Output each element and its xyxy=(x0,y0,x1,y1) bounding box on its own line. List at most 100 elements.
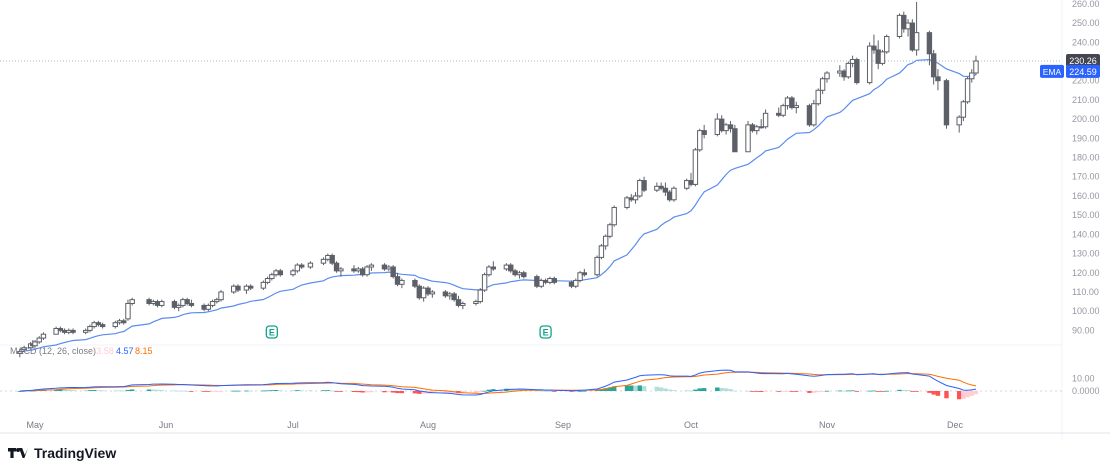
macd-signal-line[interactable] xyxy=(19,371,977,395)
candle-up[interactable] xyxy=(849,59,856,64)
tradingview-branding[interactable]: TradingView xyxy=(8,443,116,463)
candle-up[interactable] xyxy=(762,112,769,128)
candle-up[interactable] xyxy=(632,195,639,201)
candle-up[interactable] xyxy=(973,60,979,74)
candle-up[interactable] xyxy=(307,262,314,268)
candle-up[interactable] xyxy=(884,35,890,53)
candle-down[interactable] xyxy=(641,180,647,191)
candle-down[interactable] xyxy=(95,322,102,326)
candle-up[interactable] xyxy=(129,299,135,305)
candle-up[interactable] xyxy=(866,45,873,84)
candle-up[interactable] xyxy=(754,126,760,132)
candle-down[interactable] xyxy=(121,320,127,324)
candle-up[interactable] xyxy=(386,266,392,270)
candle-up[interactable] xyxy=(218,291,224,301)
candle-down[interactable] xyxy=(412,279,418,287)
candle-down[interactable] xyxy=(299,264,305,268)
candle-down[interactable] xyxy=(329,254,335,264)
candle-down[interactable] xyxy=(666,191,673,201)
candle-up[interactable] xyxy=(607,224,613,237)
candle-up[interactable] xyxy=(214,299,220,303)
candle-up[interactable] xyxy=(486,266,492,276)
candle-up[interactable] xyxy=(879,51,886,64)
candle-up[interactable] xyxy=(780,105,786,116)
candle-down[interactable] xyxy=(235,285,241,291)
candle-up[interactable] xyxy=(260,281,267,289)
candle-up[interactable] xyxy=(758,126,764,129)
candle-down[interactable] xyxy=(943,80,950,126)
earnings-icon[interactable]: E xyxy=(539,325,552,339)
candle-down[interactable] xyxy=(184,299,190,305)
candle-up[interactable] xyxy=(399,279,405,285)
ema-line[interactable] xyxy=(19,58,977,353)
candle-down[interactable] xyxy=(512,270,518,276)
candle-up[interactable] xyxy=(793,105,799,109)
candle-up[interactable] xyxy=(624,197,630,208)
candle-up[interactable] xyxy=(269,274,275,280)
candle-down[interactable] xyxy=(534,276,540,287)
candle-down[interactable] xyxy=(926,32,933,55)
candle-down[interactable] xyxy=(719,118,725,132)
candle-down[interactable] xyxy=(425,287,431,295)
candle-up[interactable] xyxy=(714,118,721,135)
candle-down[interactable] xyxy=(871,45,877,51)
candle-down[interactable] xyxy=(930,53,937,78)
candle-down[interactable] xyxy=(455,299,462,306)
last-price-tag[interactable]: 230.26 xyxy=(1066,53,1100,67)
candle-up[interactable] xyxy=(819,78,826,91)
candle-up[interactable] xyxy=(40,333,47,339)
candle-up[interactable] xyxy=(32,341,38,347)
candle-up[interactable] xyxy=(905,22,911,30)
candle-down[interactable] xyxy=(359,268,366,276)
ema-tag[interactable]: EMA 224.59 xyxy=(1040,64,1100,78)
candle-up[interactable] xyxy=(671,187,677,201)
candle-down[interactable] xyxy=(442,291,449,297)
candle-up[interactable] xyxy=(338,268,344,272)
candle-up[interactable] xyxy=(697,130,703,151)
candle-down[interactable] xyxy=(935,76,941,82)
candle-up[interactable] xyxy=(896,14,903,37)
candle-down[interactable] xyxy=(508,264,514,272)
candle-down[interactable] xyxy=(542,279,549,283)
candle-up[interactable] xyxy=(745,124,751,153)
candle-up[interactable] xyxy=(294,264,301,272)
candle-up[interactable] xyxy=(368,264,375,268)
candle-up[interactable] xyxy=(692,149,699,185)
candle-up[interactable] xyxy=(811,103,817,126)
candle-down[interactable] xyxy=(188,303,195,306)
candle-up[interactable] xyxy=(547,278,553,283)
candle-up[interactable] xyxy=(176,304,182,308)
candle-up[interactable] xyxy=(290,270,296,276)
macd-line[interactable] xyxy=(19,369,977,396)
candle-down[interactable] xyxy=(70,329,76,333)
candle-down[interactable] xyxy=(351,268,357,272)
candle-up[interactable] xyxy=(364,266,370,276)
candle-up[interactable] xyxy=(637,180,643,197)
candle-up[interactable] xyxy=(125,303,131,320)
candle-up[interactable] xyxy=(209,301,216,306)
candle-down[interactable] xyxy=(521,272,527,278)
candle-down[interactable] xyxy=(451,293,457,301)
candle-up[interactable] xyxy=(723,124,729,132)
candle-up[interactable] xyxy=(36,337,42,343)
candle-up[interactable] xyxy=(538,279,544,287)
candle-up[interactable] xyxy=(264,278,271,283)
candle-up[interactable] xyxy=(956,116,962,126)
candle-down[interactable] xyxy=(806,105,813,126)
candle-up[interactable] xyxy=(460,303,466,306)
candle-down[interactable] xyxy=(776,112,782,116)
candle-down[interactable] xyxy=(99,324,106,328)
candle-down[interactable] xyxy=(551,278,557,283)
candle-up[interactable] xyxy=(447,293,453,297)
candle-down[interactable] xyxy=(789,97,795,109)
candle-down[interactable] xyxy=(909,22,916,51)
candle-up[interactable] xyxy=(960,101,967,118)
candle-down[interactable] xyxy=(390,266,396,278)
candle-up[interactable] xyxy=(654,185,660,191)
candle-down[interactable] xyxy=(901,14,907,30)
candle-down[interactable] xyxy=(749,124,756,132)
candle-up[interactable] xyxy=(969,72,975,80)
candle-up[interactable] xyxy=(159,301,165,306)
candle-up[interactable] xyxy=(325,254,331,260)
